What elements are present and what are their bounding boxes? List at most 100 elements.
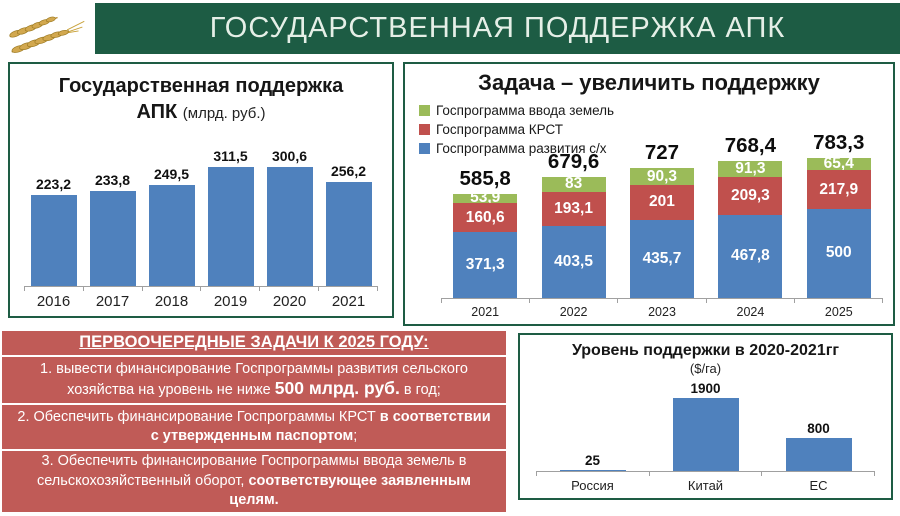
axis-tick: [441, 299, 442, 303]
x-axis-labels: 2021 2022 2023 2024 2025: [441, 305, 883, 319]
x-axis-labels: 2016 2017 2018 2019 2020 2021: [24, 293, 378, 310]
bar-segment: 91,3: [718, 161, 783, 178]
bar-segment: 209,3: [718, 177, 783, 215]
x-axis-label: Китай: [687, 478, 724, 493]
bar-segment: 83: [541, 176, 606, 192]
legend-item: Госпрограмма КРСТ: [419, 120, 614, 139]
task-item-1: 1. вывести финансирование Госпрограммы р…: [2, 357, 506, 403]
axis-tick: [259, 287, 261, 291]
chart-title-apk: АПК: [136, 101, 178, 123]
bar-segment: 193,1: [541, 191, 606, 227]
legend-item: Госпрограмма ввода земель: [419, 101, 614, 120]
task-1-bold: 500 млрд. руб.: [274, 378, 400, 398]
bar-column: 311,5: [207, 148, 254, 286]
axis-tick: [141, 287, 143, 291]
total-value-label: 768,4: [724, 134, 777, 158]
bar-segment: 65,4: [806, 156, 871, 171]
bar-column: 256,2: [325, 148, 372, 286]
bar-segment: 160,6: [453, 203, 518, 232]
total-value-label: 783,3: [813, 131, 865, 155]
header-bar: ГОСУДАРСТВЕННАЯ ПОДДЕРЖКА АПК: [95, 3, 900, 54]
bar-segment: 403,5: [541, 226, 606, 298]
axis-tick: [881, 299, 883, 303]
total-value-label: 585,8: [459, 166, 511, 190]
legend-swatch-icon: [419, 143, 430, 154]
axis-tick: [705, 299, 707, 303]
bar: [266, 167, 313, 286]
task-3-pre: 3. Обеспечить финансирование Госпрограмм…: [36, 453, 467, 489]
bar-segment: 435,7: [629, 220, 694, 298]
x-axis-label: 2016: [36, 293, 71, 310]
x-axis-label: 2019: [213, 293, 248, 310]
logo-box: [0, 0, 95, 57]
bar-segment: 201: [629, 184, 694, 221]
bar-column: 25: [559, 381, 626, 471]
axis-tick: [200, 287, 202, 291]
header: ГОСУДАРСТВЕННАЯ ПОДДЕРЖКА АПК: [0, 0, 900, 57]
bar-chart-support-level: 25 1900 800 Россия Китай ЕС: [536, 381, 875, 493]
bar-value-label: 800: [807, 421, 830, 437]
slide-title: ГОСУДАРСТВЕННАЯ ПОДДЕРЖКА АПК: [209, 12, 786, 44]
task-item-2-text: 2. Обеспечить финансирование Госпрограмм…: [12, 408, 496, 447]
bar: [207, 167, 254, 286]
bar-segment: 500: [806, 208, 871, 298]
bar: [785, 438, 852, 471]
bar: [30, 195, 77, 286]
axis-ticks: [24, 287, 378, 291]
total-value-label: 679,6: [547, 149, 600, 173]
bar-column: 1900: [672, 381, 739, 471]
chart-legend: Госпрограмма ввода земель Госпрограмма КР…: [419, 101, 614, 158]
bar-value-label: 25: [584, 452, 601, 468]
chart-title: Задача – увеличить поддержку: [478, 70, 820, 95]
tasks-heading: ПЕРВООЧЕРЕДНЫЕ ЗАДАЧИ К 2025 ГОДУ:: [2, 331, 506, 355]
axis-tick: [873, 472, 875, 476]
bar-value-label: 256,2: [330, 163, 367, 180]
bar-column: 249,5: [148, 148, 195, 286]
bar-value-label: 249,5: [153, 165, 190, 182]
x-axis-label: 2024: [736, 305, 765, 319]
task-2-bold: в соответствии с утвержденным паспортом: [150, 408, 491, 445]
legend-swatch-icon: [419, 124, 430, 135]
chart-title-line2: АПК (млрд. руб.): [10, 99, 392, 127]
legend-swatch-icon: [419, 105, 430, 116]
plot-area: 585,8 53,9 160,6 371,3 679,6 83 193,1 403,5 727 9…: [441, 102, 883, 299]
bar-value-label: 233,8: [94, 172, 131, 189]
legend-label: Госпрограмма ввода земель: [436, 103, 615, 118]
x-axis-label: 2018: [154, 293, 189, 310]
bar-value-label: 300,6: [271, 148, 308, 164]
bar-column: 783,3 65,4 217,9 500: [806, 102, 871, 298]
legend-label: Госпрограмма развития с/х: [436, 141, 607, 156]
task-1-post: в год;: [399, 382, 441, 398]
bar: [325, 182, 372, 286]
total-value-label: 727: [644, 141, 680, 165]
chart-title: Уровень поддержки в 2020-2021гг: [571, 342, 840, 359]
bar: [89, 191, 136, 286]
x-axis-label: 2025: [824, 305, 853, 319]
legend-item: Госпрограмма развития с/х: [419, 139, 614, 158]
x-axis-label: Россия: [571, 478, 614, 493]
task-1-pre: 1. вывести финансирование Госпрограммы р…: [40, 360, 468, 399]
task-2-pre: 2. Обеспечить финансирование Госпрограмм…: [17, 408, 380, 425]
stacked-bar-chart-increase-support: 585,8 53,9 160,6 371,3 679,6 83 193,1 403,5 727 9…: [441, 102, 883, 319]
bar-column: 800: [785, 381, 852, 471]
chart-title-line1: Государственная поддержка: [58, 75, 344, 97]
x-axis-label: 2023: [648, 305, 676, 319]
chart-subtitle: ($/га): [689, 361, 722, 376]
task-item-3-text: 3. Обеспечить финансирование Госпрограмм…: [12, 452, 496, 511]
axis-tick: [376, 287, 378, 291]
bar-value-label: 1900: [690, 381, 721, 396]
x-axis-label: ЕС: [809, 478, 828, 493]
axis-tick: [529, 299, 531, 303]
x-axis-label: 2022: [559, 305, 588, 319]
axis-tick: [761, 472, 763, 476]
bar-segment: 217,9: [806, 170, 871, 209]
task-item-3: 3. Обеспечить финансирование Госпрограмм…: [2, 451, 506, 512]
bar-column: 300,6: [266, 148, 313, 286]
axis-tick: [648, 472, 650, 476]
panel-support-level: Уровень поддержки в 2020-2021гг ($/га) 2…: [518, 333, 893, 500]
chart-title-unit: (млрд. руб.): [182, 105, 266, 122]
bar-column: 768,4 91,3 209,3 467,8: [718, 102, 783, 298]
bar-column: 233,8: [89, 148, 136, 286]
bar-segment: 371,3: [453, 231, 518, 298]
